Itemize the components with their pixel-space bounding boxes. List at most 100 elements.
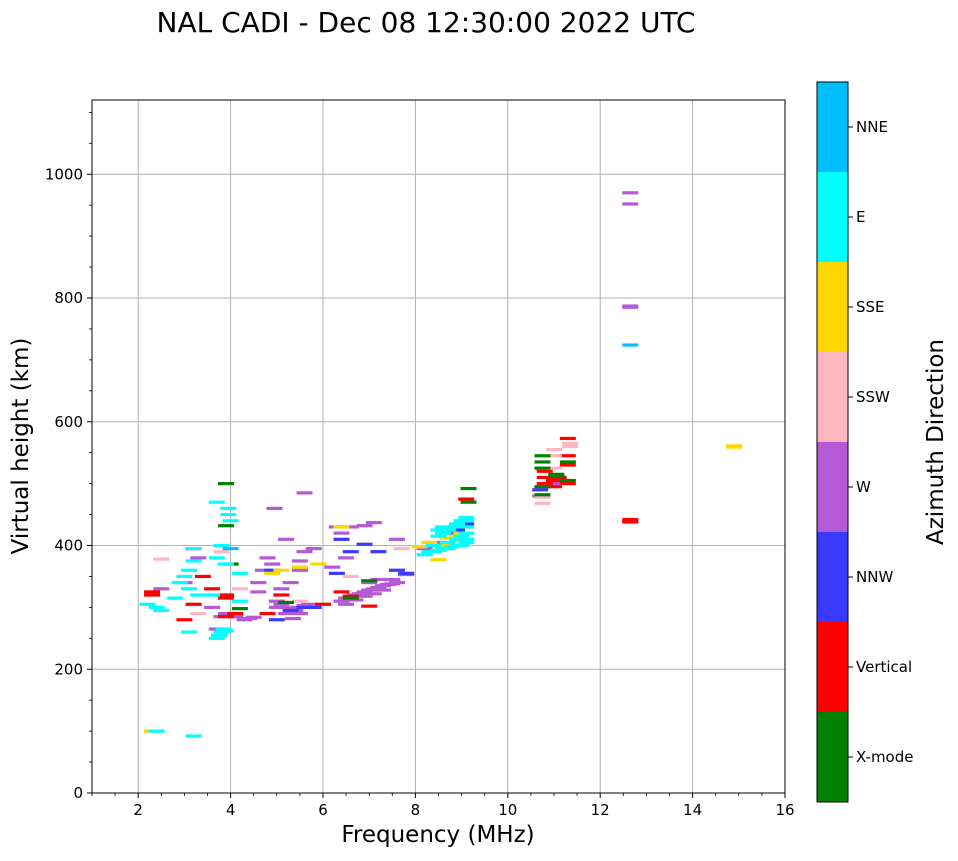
data-point-x-mode: [548, 472, 565, 476]
data-point-ssw: [562, 444, 579, 449]
data-point-w: [273, 587, 290, 591]
colorbar-tick-label: NNW: [856, 568, 893, 586]
data-point-w: [254, 568, 271, 572]
data-point-w: [259, 556, 276, 560]
data-point-w: [305, 546, 322, 551]
data-point-w: [384, 577, 401, 582]
colorbar-segment: [817, 352, 848, 442]
data-point-sse: [439, 536, 456, 540]
data-point-sse: [726, 445, 743, 449]
data-point-nnw: [448, 528, 465, 532]
data-point-w: [370, 585, 387, 590]
data-point-w: [204, 605, 221, 609]
data-point-w: [333, 531, 350, 535]
data-point-w: [338, 556, 355, 560]
data-point-w: [430, 540, 447, 545]
data-point-w: [250, 581, 267, 585]
data-point-e: [222, 519, 239, 523]
data-point-e: [185, 546, 202, 551]
data-point-ssw: [534, 495, 551, 499]
colorbar-label: Azimuth Direction: [923, 339, 949, 545]
data-point-vertical: [536, 475, 553, 480]
data-point-e: [439, 540, 456, 545]
data-point-x-mode: [342, 596, 359, 600]
data-point-e: [167, 596, 184, 600]
data-point-nnw: [532, 488, 549, 492]
data-point-ssw: [393, 546, 410, 551]
y-tick-label: 1000: [45, 165, 83, 183]
data-point-w: [153, 587, 170, 591]
colorbar-tick-label: NNE: [856, 118, 888, 136]
data-point-w: [333, 599, 350, 603]
data-point-x-mode: [460, 486, 477, 491]
data-point-e: [176, 574, 193, 579]
data-point-w: [444, 531, 461, 535]
data-point-e: [425, 543, 442, 548]
y-axis-label: Virtual height (km): [8, 338, 34, 555]
data-point-e: [217, 629, 234, 633]
data-point-x-mode: [278, 600, 295, 605]
data-point-w: [291, 559, 308, 563]
data-point-x-mode: [217, 524, 234, 528]
colorbar-tick-label: Vertical: [856, 658, 912, 676]
data-point-w: [227, 615, 244, 619]
data-point-w: [301, 602, 318, 606]
data-point-vertical: [622, 517, 639, 522]
data-point-nnw: [398, 571, 415, 575]
x-axis-label: Frequency (MHz): [341, 822, 534, 848]
data-point-vertical: [546, 478, 562, 483]
data-point-e: [220, 506, 237, 510]
data-point-e: [148, 729, 165, 733]
colorbar-segment: [817, 532, 848, 622]
data-point-x-mode: [361, 579, 378, 583]
data-point-w: [361, 581, 378, 585]
data-point-e: [204, 593, 221, 597]
data-point-nnw: [282, 608, 299, 613]
data-point-sse: [430, 558, 447, 562]
data-point-e: [208, 500, 225, 504]
data-point-x-mode: [534, 454, 551, 458]
colorbar-frame: [816, 81, 849, 803]
data-point-e: [458, 537, 475, 541]
data-point-x-mode: [559, 460, 576, 464]
data-point-e: [181, 587, 198, 591]
data-point-vertical: [204, 587, 221, 591]
data-point-nnw: [356, 542, 373, 546]
data-point-vertical: [458, 497, 475, 501]
data-point-w: [356, 590, 373, 594]
data-point-w: [342, 525, 359, 529]
data-point-w: [546, 482, 562, 486]
colorbar-tick-label: W: [856, 478, 871, 496]
data-point-vertical: [217, 593, 234, 597]
data-point-e: [231, 599, 248, 603]
data-point-e: [153, 608, 170, 613]
data-point-vertical: [315, 602, 331, 606]
data-point-sse: [412, 545, 429, 549]
data-point-ssw: [342, 574, 359, 579]
data-point-w: [375, 588, 392, 592]
colorbar-tick-label: E: [856, 208, 865, 226]
colorbar-segment: [817, 82, 848, 172]
data-point-w: [250, 590, 267, 594]
data-point-vertical: [144, 590, 161, 594]
data-point-vertical: [559, 454, 576, 458]
data-point-vertical: [546, 485, 562, 489]
data-point-e: [181, 568, 198, 572]
data-point-e: [439, 546, 456, 551]
colorbar-tick-label: X-mode: [856, 748, 913, 766]
data-point-e: [458, 516, 475, 520]
plot-area: [92, 100, 785, 793]
data-point-nne: [622, 343, 639, 347]
data-point-ssw: [562, 441, 579, 446]
data-point-e: [211, 633, 228, 637]
data-point-e: [217, 562, 234, 566]
data-point-e: [430, 528, 447, 532]
data-point-e: [171, 581, 188, 585]
data-point-w: [370, 577, 387, 582]
chart-title: NAL CADI - Dec 08 12:30:00 2022 UTC: [157, 6, 696, 39]
data-point-x-mode: [460, 500, 477, 504]
y-tick-label: 0: [73, 784, 83, 802]
x-tick-label: 4: [226, 801, 236, 819]
x-tick-label: 16: [775, 801, 794, 819]
colorbar-tick-label: SSE: [856, 298, 885, 316]
